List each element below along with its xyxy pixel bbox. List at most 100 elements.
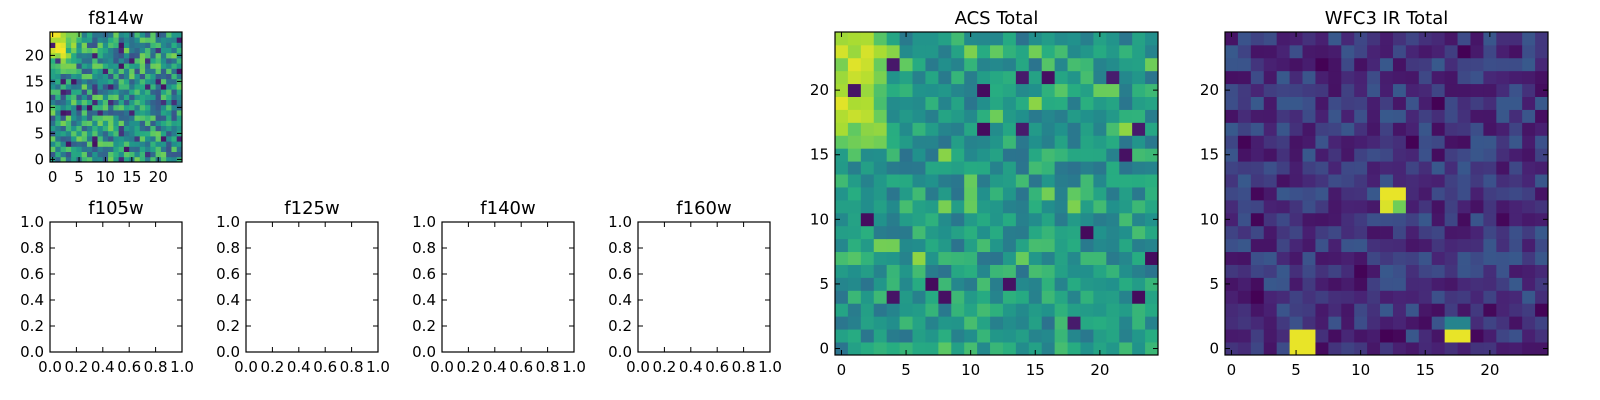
- heatmap-cell: [1276, 316, 1290, 330]
- heatmap-cell: [65, 115, 72, 121]
- f814w-ytick-label: 15: [25, 72, 44, 90]
- heatmap-cell: [860, 174, 875, 188]
- heatmap-cell: [76, 52, 83, 59]
- heatmap-cell: [1444, 187, 1458, 201]
- heatmap-cell: [50, 68, 56, 74]
- heatmap-cell: [102, 115, 109, 121]
- heatmap-cell: [1380, 264, 1394, 278]
- heatmap-cell: [160, 78, 167, 85]
- heatmap-cell: [1302, 83, 1316, 97]
- heatmap-cell: [977, 161, 991, 175]
- heatmap-cell: [1496, 342, 1510, 356]
- heatmap-cell: [1328, 238, 1342, 253]
- heatmap-cell: [71, 47, 77, 54]
- heatmap-cell: [1483, 70, 1497, 85]
- heatmap-cell: [990, 187, 1004, 201]
- heatmap-cell: [139, 146, 146, 152]
- heatmap-cell: [990, 83, 1004, 97]
- heatmap-cell: [1028, 96, 1043, 110]
- heatmap-cell: [1067, 187, 1081, 201]
- heatmap-cell: [1302, 225, 1316, 240]
- heatmap-cell: [1106, 57, 1120, 72]
- heatmap-cell: [97, 42, 104, 48]
- heatmap-cell: [1015, 225, 1030, 240]
- f125w-ytick-label: 0.8: [216, 239, 240, 257]
- heatmap-cell: [81, 58, 88, 64]
- heatmap-cell: [129, 58, 135, 64]
- heatmap-cell: [1367, 83, 1381, 97]
- heatmap-cell: [97, 37, 104, 43]
- heatmap-cell: [150, 146, 156, 152]
- heatmap-cell: [1237, 83, 1252, 97]
- heatmap-cell: [92, 125, 98, 132]
- heatmap-cell: [65, 42, 72, 48]
- heatmap-cell: [50, 58, 56, 64]
- heatmap-cell: [899, 174, 913, 188]
- heatmap-cell: [847, 212, 862, 227]
- heatmap-cell: [1328, 83, 1342, 97]
- heatmap-cell: [1250, 187, 1265, 201]
- heatmap-cell: [1392, 148, 1407, 162]
- heatmap-cell: [1535, 57, 1549, 72]
- heatmap-cell: [134, 89, 141, 95]
- heatmap-cell: [139, 42, 146, 48]
- heatmap-cell: [81, 136, 88, 142]
- heatmap-cell: [925, 187, 939, 201]
- heatmap-cell: [977, 70, 991, 85]
- heatmap-cell: [835, 212, 849, 227]
- heatmap-cell: [1535, 316, 1549, 330]
- heatmap-cell: [1483, 83, 1497, 97]
- heatmap-cell: [1028, 212, 1043, 227]
- heatmap-cell: [1015, 57, 1030, 72]
- heatmap-cell: [118, 89, 125, 95]
- heatmap-cell: [1263, 174, 1278, 188]
- heatmap-cell: [1250, 342, 1265, 356]
- heatmap-cell: [76, 94, 83, 100]
- wfc3-ir-total-ytick-label: 15: [1200, 146, 1219, 164]
- heatmap-cell: [118, 99, 125, 106]
- acs-total-ytick-label: 10: [810, 210, 829, 228]
- heatmap-cell: [55, 151, 61, 158]
- heatmap-cell: [1028, 148, 1043, 162]
- heatmap-cell: [145, 37, 151, 43]
- heatmap-cell: [1483, 44, 1497, 59]
- heatmap-cell: [129, 141, 135, 147]
- heatmap-cell: [123, 84, 130, 90]
- heatmap-cell: [55, 120, 61, 126]
- wfc3-ir-total-ytick-label: 5: [1209, 275, 1219, 293]
- heatmap-cell: [990, 290, 1004, 304]
- heatmap-cell: [129, 115, 135, 121]
- heatmap-cell: [139, 156, 146, 163]
- heatmap-cell: [118, 136, 125, 142]
- heatmap-cell: [139, 115, 146, 121]
- heatmap-cell: [171, 47, 178, 54]
- heatmap-cell: [76, 120, 83, 126]
- heatmap-cell: [1225, 44, 1239, 59]
- heatmap-cell: [123, 125, 130, 132]
- heatmap-cell: [1289, 316, 1303, 330]
- heatmap-cell: [123, 141, 130, 147]
- heatmap-cell: [1015, 109, 1030, 123]
- heatmap-cell: [1028, 225, 1043, 240]
- heatmap-cell: [86, 84, 93, 90]
- heatmap-cell: [1496, 187, 1510, 201]
- heatmap-cell: [1041, 57, 1056, 72]
- heatmap-cell: [1315, 238, 1329, 253]
- heatmap-cell: [1405, 148, 1420, 162]
- heatmap-cell: [1041, 187, 1056, 201]
- heatmap-cell: [97, 120, 104, 126]
- heatmap-cell: [1483, 316, 1497, 330]
- f160w-ytick-label: 0.6: [608, 265, 632, 283]
- heatmap-cell: [1132, 135, 1146, 149]
- heatmap-cell: [835, 277, 849, 291]
- heatmap-cell: [1028, 135, 1043, 149]
- heatmap-cell: [835, 96, 849, 110]
- heatmap-cell: [1535, 174, 1549, 188]
- heatmap-cell: [92, 89, 98, 95]
- heatmap-cell: [86, 146, 93, 152]
- heatmap-cell: [1093, 44, 1107, 59]
- heatmap-cell: [155, 125, 162, 132]
- heatmap-cell: [102, 73, 109, 80]
- heatmap-cell: [1444, 290, 1458, 304]
- heatmap-cell: [60, 47, 67, 54]
